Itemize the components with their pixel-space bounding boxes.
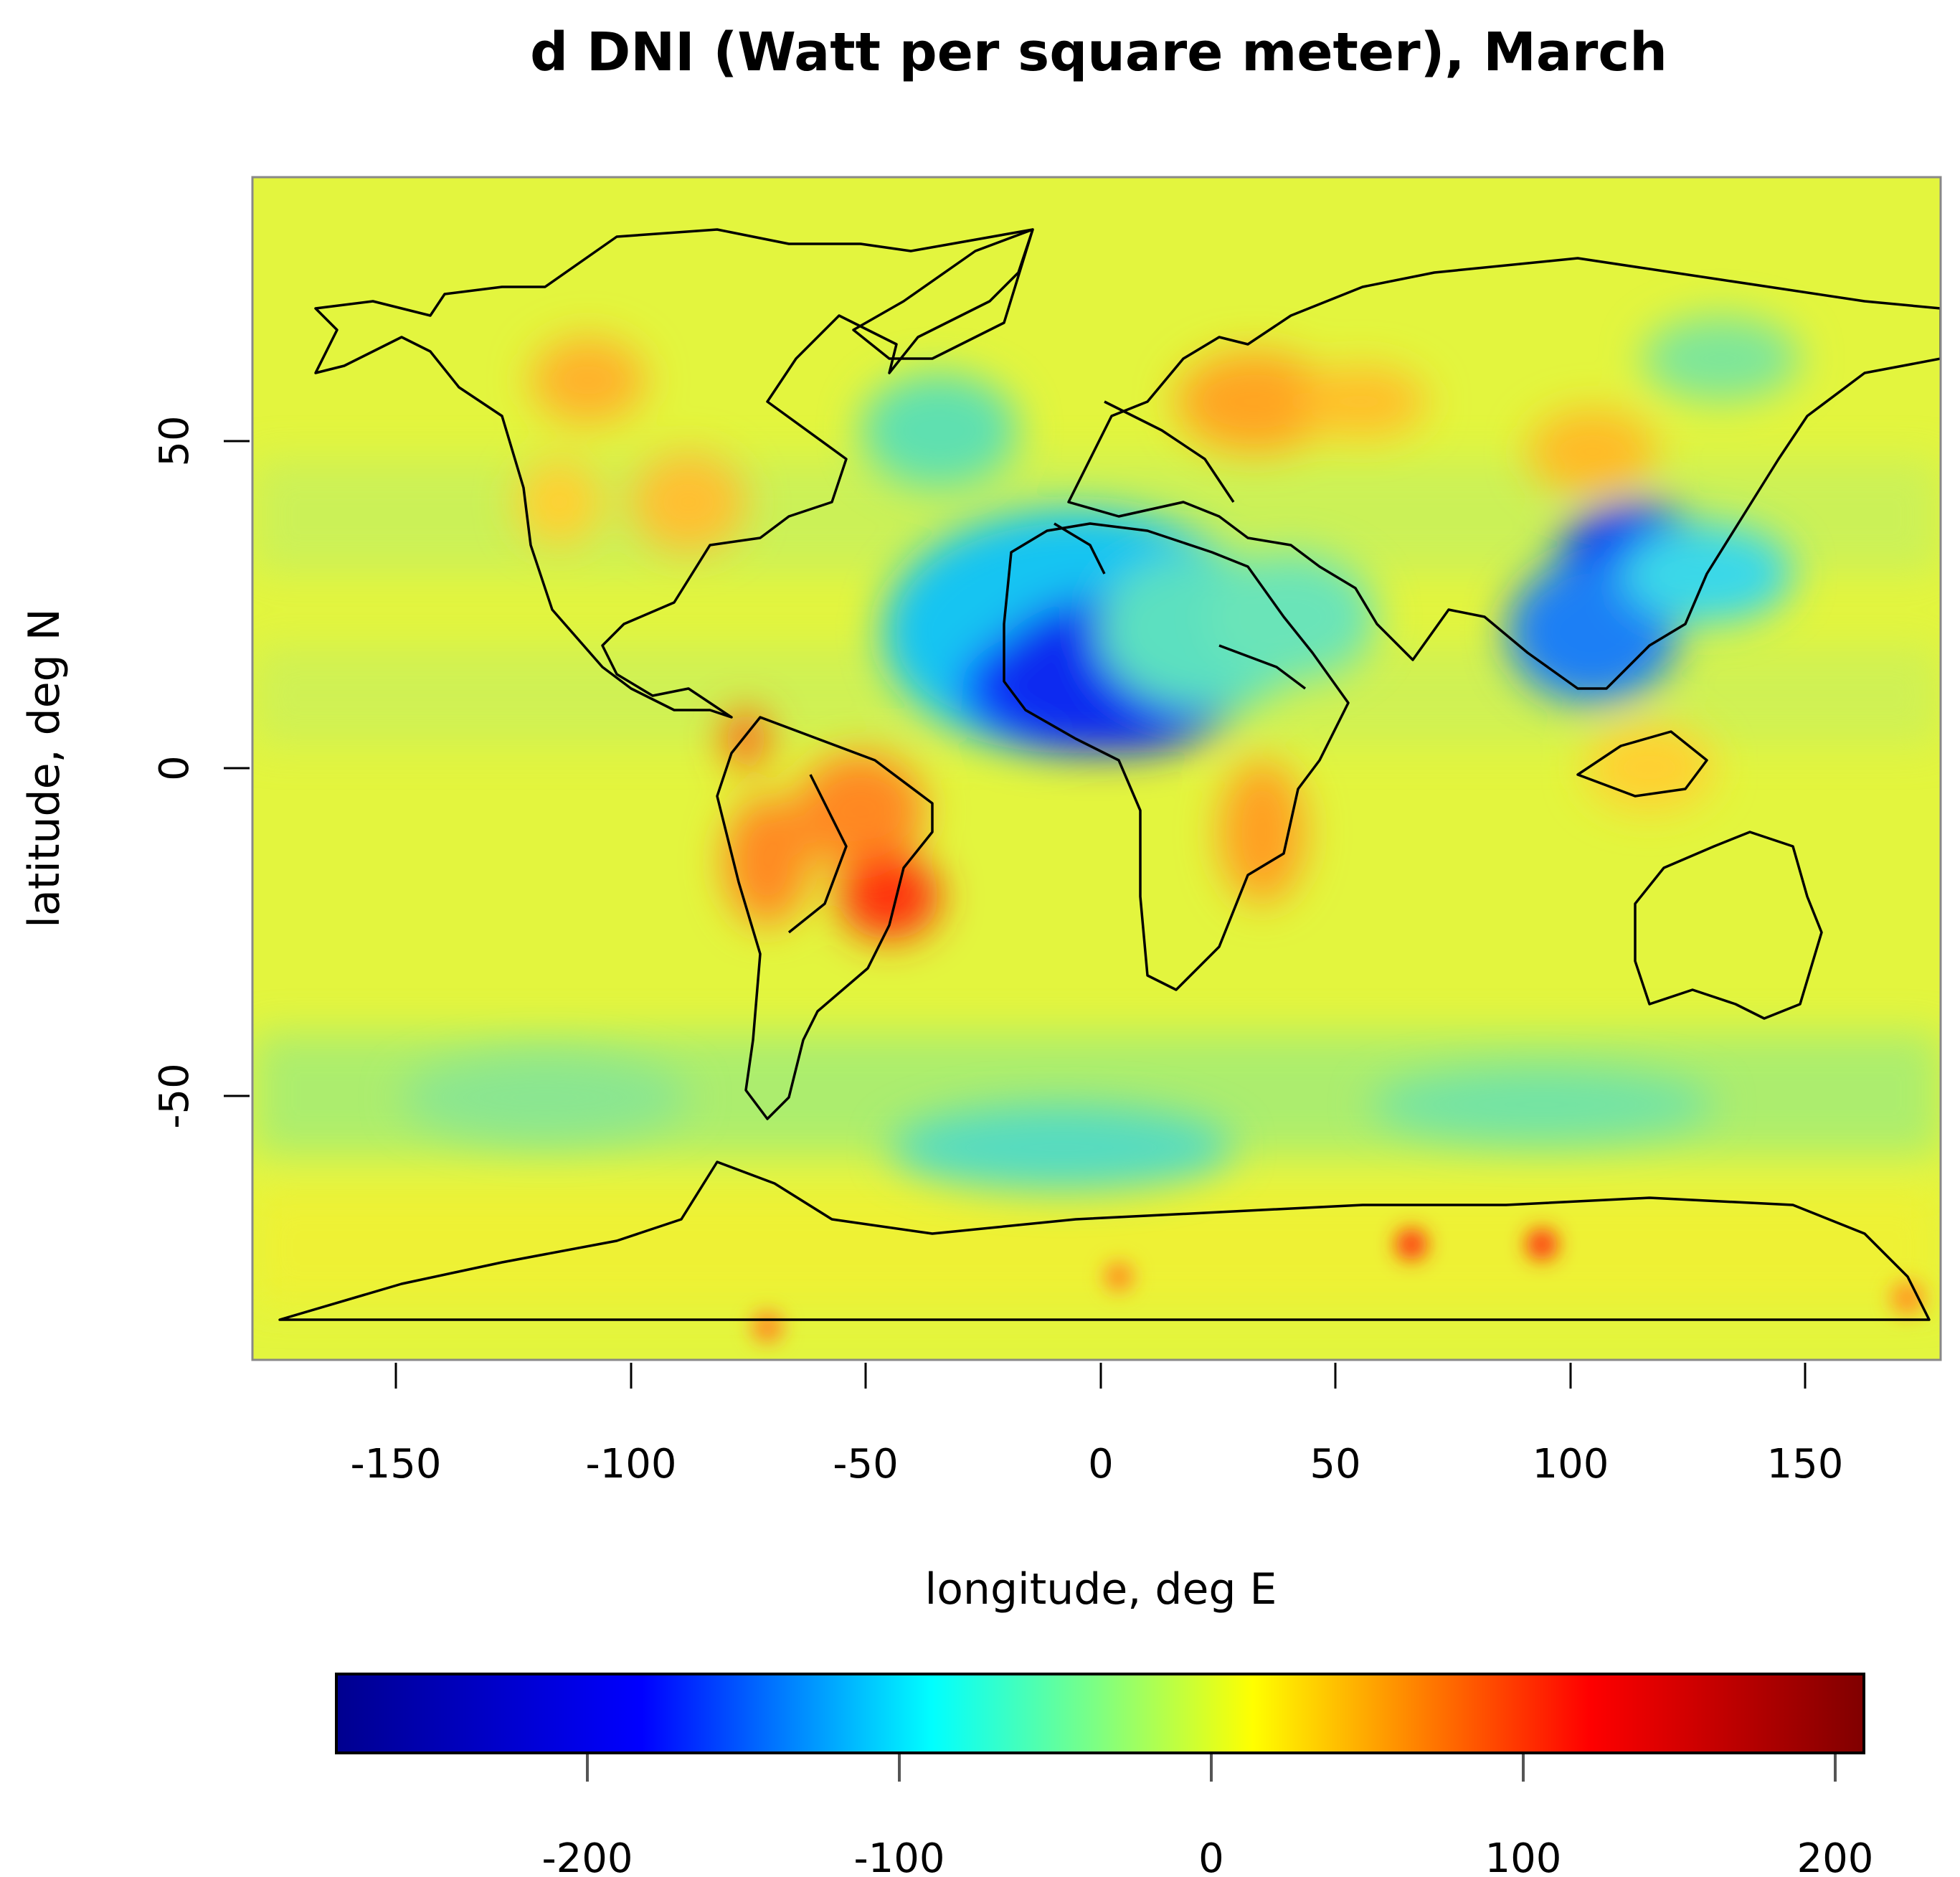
x-tick-label: 100 (1533, 1441, 1609, 1488)
x-tick-label: -50 (833, 1441, 898, 1488)
plot-area (252, 177, 1941, 1360)
x-tick-label: 150 (1767, 1441, 1844, 1488)
colorbar-tick-label: -200 (541, 1835, 633, 1877)
field-blobs (402, 316, 1800, 1191)
colorbar-tick-label: 200 (1797, 1835, 1874, 1877)
y-tick-label: 0 (151, 755, 198, 781)
x-tick-label: 0 (1088, 1441, 1114, 1488)
y-tick-label: 50 (151, 415, 198, 466)
y-axis-label: latitude, deg N (19, 608, 70, 927)
colorbar-tick-label: 0 (1198, 1835, 1224, 1877)
x-tick-label: -100 (585, 1441, 676, 1488)
x-tick-label: 50 (1310, 1441, 1360, 1488)
y-axis: 50 0 -50 latitude, deg N (19, 415, 250, 1129)
y-tick-label: -50 (151, 1063, 198, 1128)
colorbar-tick-label: -100 (853, 1835, 945, 1877)
x-axis: -150 -100 -50 0 50 100 150 longitude, de… (350, 1363, 1843, 1614)
colorbar-gradient (335, 1673, 1865, 1754)
x-axis-label: longitude, deg E (925, 1564, 1277, 1614)
chart-title: d DNI (Watt per square meter), March (530, 22, 1667, 83)
colorbar-tick-label: 100 (1485, 1835, 1562, 1877)
x-tick-label: -150 (350, 1441, 441, 1488)
plot-frame (251, 176, 1942, 1361)
colorbar: -200 -100 0 100 200 (335, 1673, 1874, 1877)
coastlines (278, 228, 1941, 1321)
field-hotspots (752, 1229, 1925, 1343)
